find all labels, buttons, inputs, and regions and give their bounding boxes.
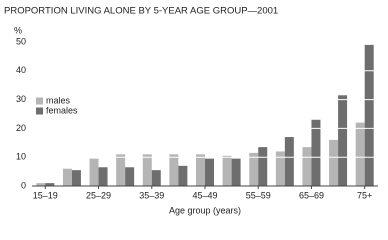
chart: PROPORTION LIVING ALONE BY 5-YEAR AGE GR… [4, 6, 378, 215]
bar [169, 154, 179, 186]
bar [151, 170, 161, 186]
bar [275, 151, 285, 186]
legend-swatch [36, 97, 43, 105]
bar [62, 168, 72, 186]
bar [125, 167, 135, 186]
bar [89, 158, 99, 186]
bar [364, 44, 374, 186]
y-axis-label: % [14, 25, 22, 35]
bar [284, 137, 294, 186]
bar [205, 158, 214, 186]
chart-title: PROPORTION LIVING ALONE BY 5-YEAR AGE GR… [4, 6, 278, 17]
bar [36, 183, 46, 186]
x-tick-label: 45–49 [192, 190, 217, 200]
x-tick-label: 35–39 [139, 190, 164, 200]
bar [302, 147, 312, 186]
bar [249, 152, 259, 186]
bar [71, 170, 81, 186]
bar [98, 167, 108, 186]
bar [196, 154, 205, 186]
bar [231, 158, 241, 186]
bar [355, 122, 365, 186]
x-tick-label: 75+ [357, 190, 372, 200]
y-tick-label: 0 [21, 180, 26, 190]
y-tick-label: 30 [16, 94, 26, 104]
bar [45, 183, 55, 186]
y-tick-label: 50 [16, 36, 26, 46]
y-tick-label: 10 [16, 152, 26, 162]
x-tick-label: 25–29 [86, 190, 111, 200]
bar [258, 147, 268, 186]
x-tick-label: 15–19 [33, 190, 58, 200]
legend-label: males [46, 95, 71, 105]
bar [329, 139, 339, 186]
x-tick-label: 65–69 [299, 190, 324, 200]
y-tick-label: 20 [16, 123, 26, 133]
x-tick-label: 55–59 [246, 190, 271, 200]
bar [142, 154, 152, 186]
bar [222, 155, 232, 186]
bar [338, 95, 348, 186]
y-tick-label: 40 [16, 65, 26, 75]
x-axis-label: Age group (years) [169, 205, 241, 215]
bar [116, 154, 126, 186]
legend-swatch [36, 107, 43, 115]
legend-label: females [46, 105, 78, 115]
bar [178, 165, 188, 186]
bar [311, 119, 321, 186]
